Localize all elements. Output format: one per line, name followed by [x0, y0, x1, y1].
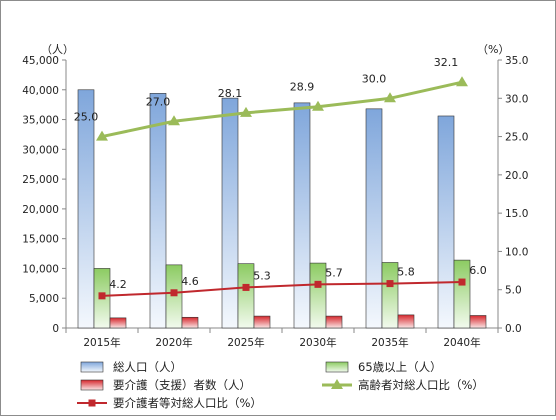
care-ratio-point: [242, 283, 250, 291]
y-left-tick-label: 20,000: [22, 204, 59, 216]
elderly-ratio-label: 28.1: [218, 87, 243, 100]
x-tick-label: 2040年: [443, 336, 480, 349]
elderly-ratio-label: 27.0: [146, 95, 171, 108]
elderly-65-bar: [453, 259, 471, 329]
total-population-bar: [437, 115, 455, 329]
total-population-bar: [149, 93, 167, 329]
legend-label: 65歳以上（人）: [358, 360, 442, 374]
care-needed-bar: [469, 315, 487, 329]
care-needed-bar: [181, 316, 199, 329]
y-right-tick-label: 30.0: [505, 93, 528, 105]
elderly-65-bar: [165, 264, 183, 329]
y-left-tick-label: 15,000: [22, 234, 59, 246]
care-ratio-label: 6.0: [469, 264, 487, 277]
x-tick-label: 2035年: [371, 336, 408, 349]
care-ratio-label: 4.2: [109, 278, 127, 291]
y-right-tick-label: 20.0: [505, 170, 528, 182]
y-left-tick-label: 30,000: [22, 144, 59, 156]
y-left-tick-label: 35,000: [22, 115, 59, 127]
y-right-unit: （%）: [477, 43, 509, 56]
y-left-tick-label: 10,000: [22, 263, 59, 275]
legend-swatch: [80, 361, 104, 373]
x-tick-label: 2020年: [155, 336, 192, 349]
y-left-tick-label: 25,000: [22, 174, 59, 186]
total-population-bar: [365, 108, 383, 329]
elderly-ratio-line: [101, 80, 463, 139]
y-right-tick-label: 25.0: [505, 132, 528, 144]
care-ratio-label: 5.3: [253, 269, 271, 282]
legend-label: 高齢者対総人口比（%）: [358, 378, 484, 392]
legend-swatch: [325, 361, 349, 373]
elderly-ratio-point: [456, 76, 468, 87]
y-left-tick-label: 40,000: [22, 85, 59, 97]
care-ratio-label: 4.6: [181, 275, 199, 288]
elderly-ratio-label: 28.9: [290, 81, 315, 94]
care-ratio-label: 5.8: [397, 266, 415, 279]
y-left-tick-label: 0: [52, 323, 59, 335]
elderly-65-bar: [309, 262, 327, 329]
elderly-ratio-point: [96, 130, 108, 141]
care-ratio-point: [386, 280, 394, 288]
elderly-ratio-point: [168, 115, 180, 126]
elderly-ratio-label: 25.0: [74, 111, 99, 124]
total-population-bar: [221, 97, 239, 329]
total-population-bar: [293, 102, 311, 329]
care-ratio-point: [170, 289, 178, 297]
y-right-tick-label: 35.0: [505, 55, 528, 67]
care-ratio-line: [101, 281, 463, 297]
total-population-bar: [77, 89, 95, 329]
elderly-ratio-label: 30.0: [362, 72, 387, 85]
elderly-ratio-point: [384, 92, 396, 103]
x-tick-label: 2015年: [83, 336, 120, 349]
elderly-ratio-point: [312, 100, 324, 111]
y-right-tick-label: 15.0: [505, 208, 528, 220]
care-ratio-point: [458, 278, 466, 286]
care-ratio-point: [98, 292, 106, 300]
legend-label: 要介護（支援）者数（人）: [113, 378, 251, 392]
legend-marker: [331, 379, 343, 389]
y-right-tick-label: 0.0: [505, 323, 522, 335]
y-right-tick-label: 5.0: [505, 285, 522, 297]
legend-swatch: [80, 379, 104, 391]
legend-marker: [88, 399, 96, 407]
x-tick-label: 2030年: [299, 336, 336, 349]
x-tick-label: 2025年: [227, 336, 264, 349]
y-left-tick-label: 5,000: [29, 293, 59, 305]
elderly-65-bar: [237, 263, 255, 329]
care-needed-bar: [397, 314, 415, 329]
y-left-tick-label: 45,000: [22, 55, 59, 67]
care-needed-bar: [253, 315, 271, 329]
care-ratio-label: 5.7: [325, 266, 343, 279]
care-needed-bar: [325, 315, 343, 329]
legend-label: 要介護者等対総人口比（%）: [113, 396, 262, 410]
legend-label: 総人口（人）: [113, 360, 182, 374]
elderly-ratio-point: [240, 106, 252, 117]
y-left-unit: （人）: [41, 43, 74, 56]
care-ratio-point: [314, 280, 322, 288]
elderly-ratio-label: 32.1: [434, 56, 459, 69]
care-needed-bar: [109, 317, 127, 329]
elderly-65-bar: [381, 262, 399, 329]
y-right-tick-label: 10.0: [505, 246, 528, 258]
